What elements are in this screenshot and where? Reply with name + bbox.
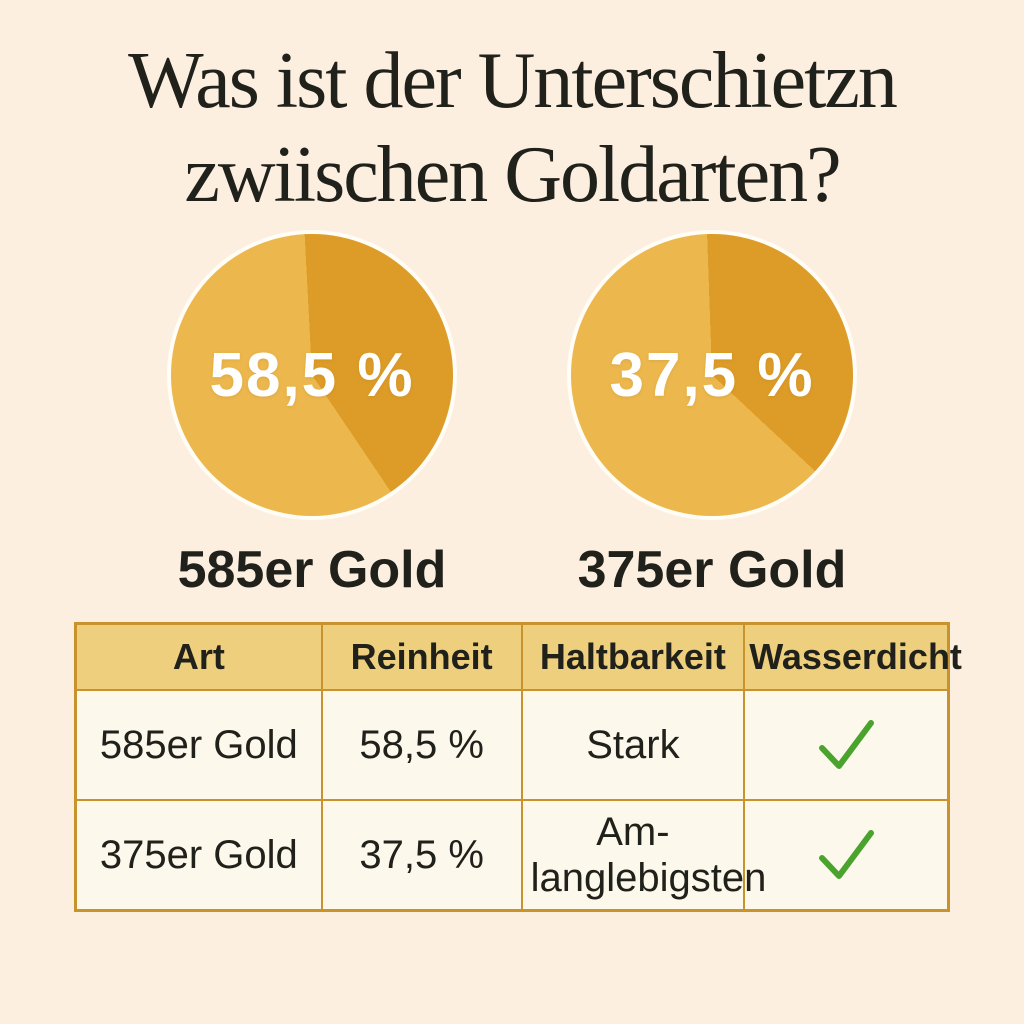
pie-chart-585er-gold: 58,5 % (171, 234, 453, 516)
cell-haltbarkeit-585: Stark (520, 689, 746, 801)
table-header-reinheit: Reinheit (320, 622, 523, 691)
pie-block-585er-gold: 58,5 % 585er Gold (171, 234, 453, 600)
table-header-wasserdicht: Wasserdicht (743, 622, 962, 691)
pie-caption-375er-gold: 375er Gold (577, 541, 847, 599)
cell-art-585: 585er Gold (74, 689, 323, 801)
pie-charts-row: 58,5 % 585er Gold 37,5 % 375er Gold (0, 234, 1024, 600)
pie-center-value-585: 58,5 % (209, 340, 415, 410)
cell-haltbarkeit-375: Am- langlebigsten (520, 799, 766, 912)
pie-center-value-375: 37,5 % (609, 340, 815, 410)
check-icon (819, 830, 875, 879)
page-title: Was ist der Unterschietzn zwiischen Gold… (0, 0, 1024, 222)
check-icon (819, 720, 875, 769)
table-header-row: Art Reinheit Haltbarkeit Wasserdicht (74, 622, 962, 691)
gold-comparison-table: Art Reinheit Haltbarkeit Wasserdicht 585… (74, 622, 962, 912)
cell-wasserdicht-585 (743, 689, 950, 801)
table-header-haltbarkeit: Haltbarkeit (520, 622, 746, 691)
title-line-2: zwiischen Goldarten? (184, 131, 841, 219)
pie-chart-375er-gold: 37,5 % (571, 234, 853, 516)
pie-caption-585er-gold: 585er Gold (177, 541, 447, 599)
cell-reinheit-585: 58,5 % (320, 689, 523, 801)
table-row-585er-gold: 585er Gold 58,5 % Stark (74, 689, 950, 801)
title-line-1: Was ist der Unterschietzn (128, 37, 898, 125)
table-header-art: Art (74, 622, 323, 691)
cell-wasserdicht-375 (743, 799, 950, 912)
cell-reinheit-375: 37,5 % (320, 799, 523, 912)
pie-block-375er-gold: 37,5 % 375er Gold (571, 234, 853, 600)
table-row-375er-gold: 375er Gold 37,5 % Am- langlebigsten (74, 799, 950, 912)
cell-art-375: 375er Gold (74, 799, 323, 912)
